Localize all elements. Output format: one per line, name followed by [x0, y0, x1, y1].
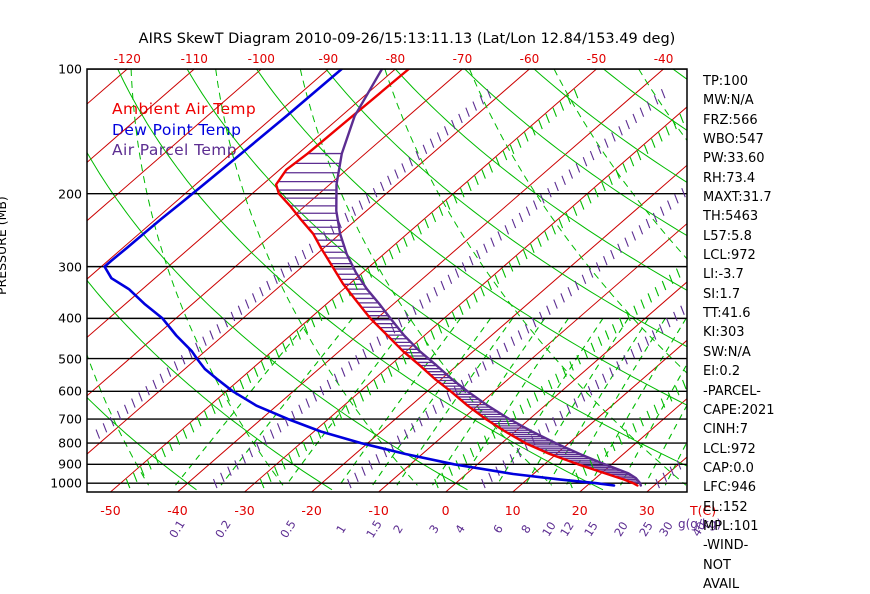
top-temp-tick: -100 — [247, 52, 275, 66]
plot-canvas — [86, 68, 688, 493]
parameter-15: EI:0.2 — [703, 364, 741, 380]
top-temp-tick: -70 — [452, 52, 473, 66]
parameter-10: LI:-3.7 — [703, 267, 744, 283]
mixing-ratio-unit-label: g(g/kg) — [678, 517, 722, 531]
parameter-12: TT:41.6 — [703, 306, 751, 322]
pressure-tick: 600 — [58, 383, 82, 399]
parameter-24: -WIND- — [703, 538, 749, 554]
parameter-9: LCL:972 — [703, 248, 756, 264]
pressure-tick: 200 — [58, 186, 82, 202]
parameter-4: PW:33.60 — [703, 151, 765, 167]
top-temperature-axis: -120 -110 -100 -90 -80 -70 -60 -50 -40 — [0, 52, 870, 68]
pressure-tick: 500 — [58, 351, 82, 367]
bottom-temp-tick: -10 — [368, 503, 389, 518]
parameter-7: TH:5463 — [703, 209, 759, 225]
parameter-8: L57:5.8 — [703, 228, 752, 244]
parameter-23: MPL:101 — [703, 518, 759, 534]
pressure-tick: 800 — [58, 435, 82, 451]
parameter-22: EL:152 — [703, 499, 748, 515]
bottom-temp-tick: -40 — [167, 503, 188, 518]
parameter-19: LCL:972 — [703, 441, 756, 457]
parameter-26: AVAIL — [703, 576, 740, 592]
pressure-tick: 400 — [58, 310, 82, 326]
parameter-0: TP:100 — [703, 74, 748, 89]
top-temp-tick: -40 — [653, 52, 674, 66]
page-title: AIRS SkewT Diagram 2010-09-26/15:13:11.1… — [138, 31, 676, 47]
parameter-3: WBO:547 — [703, 132, 764, 148]
bottom-temp-tick: 30 — [638, 503, 655, 518]
bottom-temperature-axis: -50 -40 -30 -20 -10 0 10 20 30 — [0, 503, 870, 519]
parameter-6: MAXT:31.7 — [703, 190, 772, 206]
sounding-parameters-panel: TP:100 MW:N/A FRZ:566 WBO:547 PW:33.60 RH:73.… — [703, 72, 775, 594]
top-temp-tick: -60 — [519, 52, 540, 66]
top-temp-tick: -110 — [180, 52, 208, 66]
parameter-17: CAPE:2021 — [703, 402, 775, 418]
parameter-13: KI:303 — [703, 325, 745, 341]
parameter-21: LFC:946 — [703, 480, 756, 496]
top-temp-tick: -80 — [385, 52, 406, 66]
pressure-axis: 100 200 300 400 500 600 700 800 900 1000 — [0, 0, 90, 560]
pressure-tick: 100 — [58, 61, 82, 77]
legend-item-2: Air Parcel Temp — [112, 141, 237, 159]
parameter-1: MW:N/A — [703, 93, 754, 109]
bottom-temp-tick: -50 — [100, 503, 121, 518]
top-temp-tick: -50 — [586, 52, 607, 66]
parameter-16: -PARCEL- — [703, 383, 761, 399]
legend-item-1: Dew Point Temp — [112, 120, 242, 139]
x-axis-unit-label: T(C) — [690, 503, 717, 518]
bottom-temp-tick: 20 — [571, 503, 588, 518]
pressure-tick: 1000 — [50, 475, 82, 491]
parameter-20: CAP:0.0 — [703, 460, 754, 476]
parameter-18: CINH:7 — [703, 422, 749, 438]
bottom-temp-tick: -20 — [301, 503, 322, 518]
parameter-2: FRZ:566 — [703, 112, 758, 128]
pressure-tick: 700 — [58, 411, 82, 427]
top-temp-tick: -120 — [113, 52, 141, 66]
parameter-5: RH:73.4 — [703, 170, 756, 186]
bottom-temp-tick: 10 — [504, 503, 521, 518]
parameter-11: SI:1.7 — [703, 286, 741, 302]
pressure-tick: 900 — [58, 456, 82, 472]
bottom-temp-tick: 0 — [441, 503, 450, 518]
top-temp-tick: -90 — [318, 52, 339, 66]
pressure-tick: 300 — [58, 259, 82, 275]
bottom-temp-tick: -30 — [234, 503, 255, 518]
parameter-14: SW:N/A — [703, 344, 751, 360]
